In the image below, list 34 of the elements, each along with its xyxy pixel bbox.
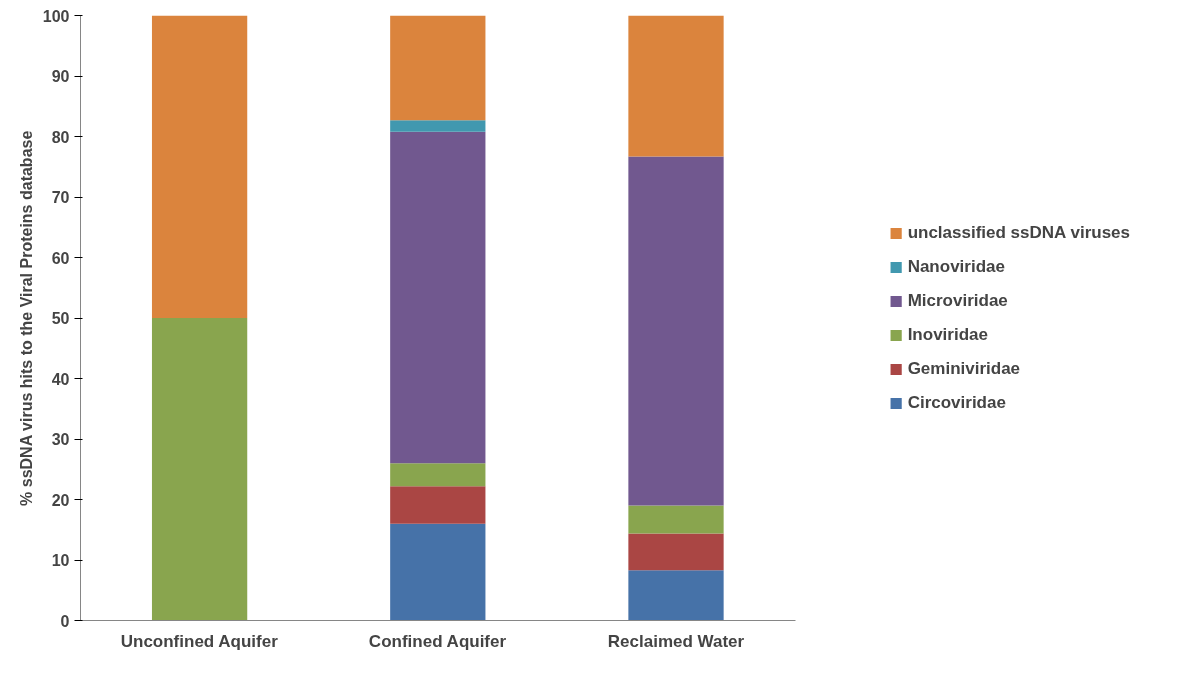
legend-label: unclassified ssDNA viruses bbox=[907, 222, 1130, 243]
y-tick-label: 100 bbox=[42, 7, 70, 25]
legend-label: Inoviridae bbox=[907, 324, 988, 345]
bar bbox=[390, 523, 486, 621]
legend-label: Geminiviridae bbox=[907, 358, 1021, 379]
bar bbox=[151, 318, 248, 621]
y-tick-label: 40 bbox=[51, 370, 70, 388]
bar bbox=[628, 15, 724, 157]
legend-label: Circoviridae bbox=[907, 392, 1006, 413]
bar bbox=[390, 120, 486, 132]
bar bbox=[390, 486, 486, 524]
bar bbox=[390, 463, 486, 487]
bar bbox=[151, 15, 248, 318]
y-tick-label: 20 bbox=[51, 491, 70, 509]
y-tick-label: 30 bbox=[51, 431, 70, 448]
legend-label: Nanoviridae bbox=[907, 256, 1005, 277]
legend-label: Microviridae bbox=[907, 290, 1008, 311]
bar bbox=[390, 131, 486, 464]
bar bbox=[628, 156, 724, 506]
y-tick-label: 0 bbox=[60, 612, 70, 630]
y-tick-label: 50 bbox=[51, 310, 70, 327]
y-tick-label: 90 bbox=[51, 68, 70, 85]
bar bbox=[628, 570, 724, 621]
bar bbox=[390, 15, 486, 121]
y-tick-label: 10 bbox=[51, 552, 70, 569]
y-tick-label: 60 bbox=[51, 249, 70, 267]
bar bbox=[628, 533, 724, 571]
x-tick-label: Unconfined Aquifer bbox=[120, 631, 279, 651]
x-tick-label: Reclaimed Water bbox=[607, 631, 745, 651]
y-tick-label: 70 bbox=[51, 189, 70, 206]
y-tick-label: 80 bbox=[51, 128, 70, 146]
x-tick-label: Confined Aquifer bbox=[368, 631, 507, 651]
bar bbox=[628, 505, 724, 534]
y-axis-title: % ssDNA virus hits to the Viral Proteins database bbox=[17, 130, 35, 506]
